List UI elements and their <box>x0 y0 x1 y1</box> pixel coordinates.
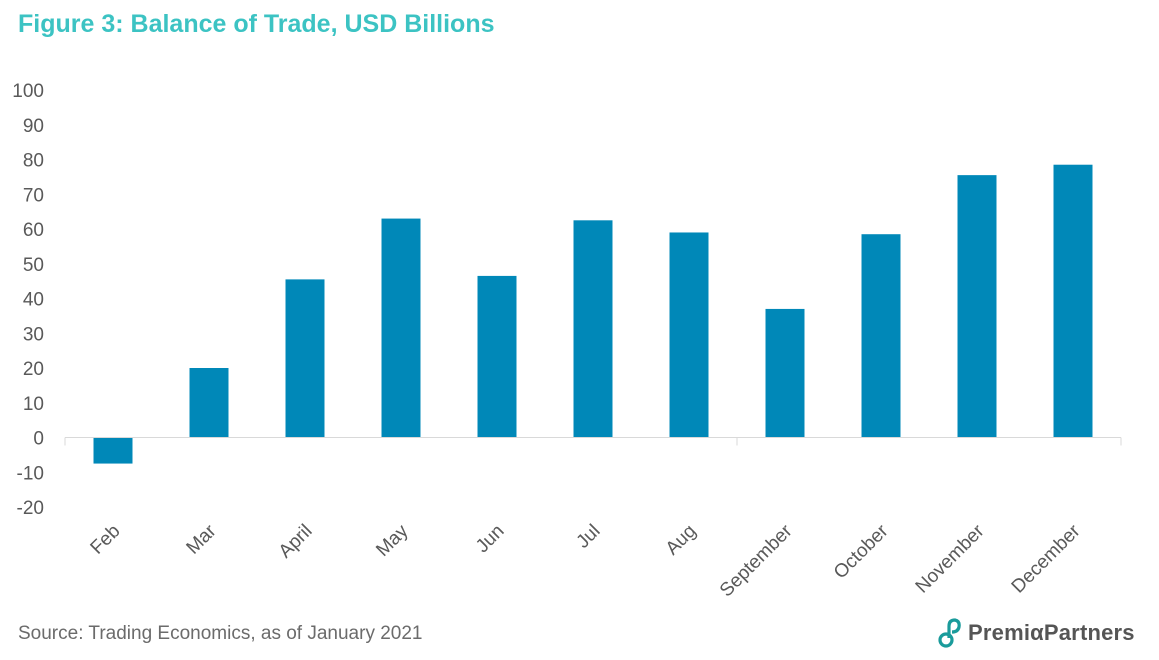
y-tick-label: 70 <box>23 185 44 206</box>
y-tick-label: 90 <box>23 116 44 137</box>
y-tick-label: -10 <box>17 463 44 484</box>
x-tick-label: Jun <box>472 521 509 558</box>
y-tick-label: 100 <box>12 81 44 102</box>
bar-april <box>285 279 325 438</box>
y-tick-label: 0 <box>33 429 44 450</box>
x-tick-label: November <box>912 520 989 597</box>
bar-jul <box>573 220 613 438</box>
x-tick-label: Jul <box>573 521 605 553</box>
chart-title: Figure 3: Balance of Trade, USD Billions <box>18 10 495 38</box>
x-tick-label: September <box>716 520 797 601</box>
bar-aug <box>669 232 709 438</box>
x-tick-label: December <box>1008 520 1085 597</box>
bar-october <box>861 234 901 438</box>
bar-jun <box>477 275 517 438</box>
y-tick-label: -20 <box>17 498 44 519</box>
y-tick-label: 60 <box>23 220 44 241</box>
y-tick-label: 80 <box>23 151 44 172</box>
bar-mar <box>189 368 229 438</box>
bar-feb <box>93 437 133 464</box>
y-tick-label: 50 <box>23 255 44 276</box>
premia-partners-logo-icon <box>938 618 961 648</box>
x-tick-label: Feb <box>87 521 125 559</box>
y-tick-label: 30 <box>23 324 44 345</box>
y-tick-label: 40 <box>23 290 44 311</box>
x-tick-label: October <box>830 520 893 583</box>
bar-may <box>381 218 421 438</box>
x-tick-label: May <box>372 520 413 561</box>
x-tick-label: Mar <box>183 520 221 558</box>
bar-november <box>957 175 997 438</box>
bar-december <box>1053 164 1093 438</box>
y-tick-label: 10 <box>23 394 44 415</box>
source-note: Source: Trading Economics, as of January… <box>18 623 423 644</box>
bar-september <box>765 308 805 438</box>
x-tick-label: April <box>275 521 317 563</box>
premia-partners-logo: PremiαPartners <box>938 618 1135 648</box>
logo-text: PremiαPartners <box>968 620 1135 645</box>
x-tick-label: Aug <box>662 521 701 560</box>
y-tick-label: 20 <box>23 359 44 380</box>
